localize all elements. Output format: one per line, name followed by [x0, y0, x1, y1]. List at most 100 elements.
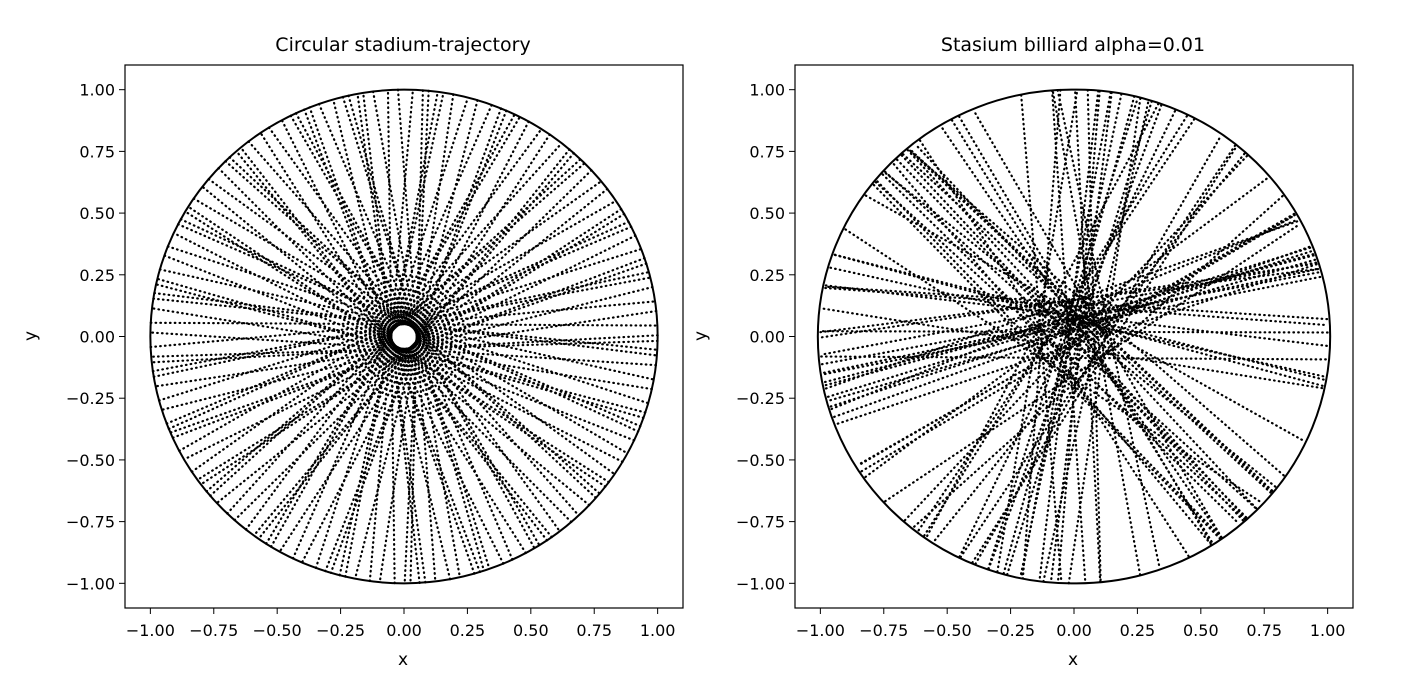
trajectory-segment — [884, 170, 1258, 510]
y-tick-label: 1.00 — [79, 81, 115, 100]
trajectory-segment — [916, 118, 1196, 533]
trajectory-segment — [270, 113, 516, 548]
x-tick-label: −0.25 — [316, 621, 365, 640]
trajectory-segment — [932, 152, 1246, 544]
x-tick-label: 1.00 — [1310, 621, 1346, 640]
y-tick-label: 0.75 — [79, 142, 115, 161]
y-tick-label: −1.00 — [736, 574, 785, 593]
y-tick-label: 0.00 — [749, 328, 785, 347]
trajectory-segment — [303, 108, 482, 574]
y-axis-ticks: −1.00 −0.75 −0.50 −0.25 0.00 0.25 0.50 0.75 1.00 — [736, 81, 795, 593]
x-tick-label: 0.25 — [450, 621, 486, 640]
trajectory-segment — [314, 96, 470, 570]
trajectory-segment — [356, 92, 427, 584]
trajectory-segment — [1020, 91, 1112, 580]
trajectory-segment — [881, 173, 1241, 525]
trajectory-segment — [308, 106, 476, 575]
x-tick-label: 0.00 — [386, 621, 422, 640]
trajectory-segment — [827, 258, 1317, 402]
trajectory-segment — [987, 96, 1139, 570]
trajectory-segment — [923, 114, 1189, 537]
trajectory-segment — [152, 271, 650, 378]
trajectory-segment — [974, 134, 1223, 566]
trajectory-segment — [1051, 89, 1087, 585]
trajectory-segment — [939, 125, 1223, 539]
trajectory-segment — [289, 114, 541, 547]
trajectory-segment — [864, 176, 1270, 479]
trajectory-segment — [914, 142, 1258, 510]
trajectory-segment — [833, 245, 1312, 418]
panel-right: Stasium billiard alpha=0.01 y x −1.00 −0.… — [691, 34, 1354, 670]
plot-area: −1.00 −0.75 −0.50 −0.25 0.00 0.25 0.50 0.75 1.00… — [736, 64, 1354, 640]
y-tick-label: −0.75 — [736, 513, 785, 532]
trajectory-segment — [1038, 89, 1100, 583]
trajectory-segment — [235, 150, 553, 539]
trajectory-segment — [150, 334, 659, 364]
trajectory-segment — [347, 94, 486, 572]
x-tick-label: 0.75 — [1246, 621, 1282, 640]
x-axis-label: x — [1068, 650, 1078, 670]
trajectory-segment — [1019, 92, 1123, 579]
trajectory-segment — [906, 148, 1247, 520]
y-tick-label: 1.00 — [749, 81, 785, 100]
trajectory-segment — [158, 268, 655, 381]
trajectory-segment — [150, 307, 653, 391]
trajectory-segment — [362, 91, 421, 584]
trajectory-segment — [199, 207, 623, 486]
x-tick-label: −0.75 — [189, 621, 238, 640]
trajectory-segment — [872, 183, 1221, 540]
trajectory-segment — [294, 112, 536, 550]
y-tick-label: −0.25 — [66, 389, 115, 408]
boundary-stadium — [816, 88, 1332, 585]
trajectory-segment — [196, 212, 626, 481]
y-tick-label: −0.75 — [66, 513, 115, 532]
y-axis-ticks: −1.00 −0.75 −0.50 −0.25 0.00 0.25 0.50 0.75 1.00 — [66, 81, 125, 593]
y-tick-label: 0.25 — [749, 266, 785, 285]
y-tick-label: −1.00 — [66, 574, 115, 593]
y-tick-label: 0.50 — [79, 204, 115, 223]
trajectory-segment — [409, 89, 424, 585]
trajectory-segment — [153, 291, 658, 357]
y-tick-label: 0.75 — [749, 142, 785, 161]
trajectory-segment — [907, 148, 1273, 493]
y-tick-label: 0.00 — [79, 328, 115, 347]
trajectory-segment — [209, 158, 582, 497]
trajectory-segment — [822, 275, 1322, 376]
trajectory-segment — [844, 228, 1263, 504]
trajectory-segment — [987, 103, 1163, 571]
chart-title: Circular stadium-trajectory — [275, 34, 530, 56]
trajectory-series — [819, 88, 1329, 585]
x-tick-label: 0.50 — [1183, 621, 1219, 640]
x-tick-label: −0.25 — [986, 621, 1035, 640]
trajectory-segment — [835, 263, 1318, 426]
trajectory-segment — [156, 277, 645, 419]
trajectory-segment — [824, 219, 1300, 390]
x-axis-ticks: −1.00 −0.75 −0.50 −0.25 0.00 0.25 0.50 0.75 1.00 — [796, 608, 1346, 640]
trajectory-segment — [371, 90, 461, 579]
trajectory-segment — [1067, 97, 1142, 585]
trajectory-segment — [1002, 95, 1136, 575]
boundary-circle — [149, 88, 659, 585]
x-tick-label: −1.00 — [796, 621, 845, 640]
trajectory-segment — [280, 119, 505, 565]
trajectory-segment — [824, 285, 1329, 321]
x-tick-label: −1.00 — [126, 621, 175, 640]
trajectory-segment — [317, 102, 514, 561]
plot-area: −1.00 −0.75 −0.50 −0.25 0.00 0.25 0.50 0.75 1.00… — [66, 64, 684, 640]
trajectory-segment — [1056, 89, 1101, 584]
trajectory-segment — [829, 249, 1314, 408]
trajectory-segment — [386, 89, 396, 585]
trajectory-segment — [291, 103, 493, 560]
x-tick-label: 1.00 — [640, 621, 676, 640]
trajectory-segment — [353, 99, 479, 580]
panel-left: Circular stadium-trajectory y x −1.00 −0.… — [21, 34, 684, 670]
trajectory-segment — [875, 179, 1223, 539]
trajectory-segment — [900, 154, 1245, 522]
trajectory-series — [149, 88, 659, 585]
trajectory-segment — [152, 297, 659, 351]
trajectory-segment — [396, 88, 437, 583]
y-axis-label: y — [21, 331, 41, 341]
x-axis-ticks: −1.00 −0.75 −0.50 −0.25 0.00 0.25 0.50 0.75 1.00 — [126, 608, 676, 640]
trajectory-segment — [329, 107, 503, 574]
